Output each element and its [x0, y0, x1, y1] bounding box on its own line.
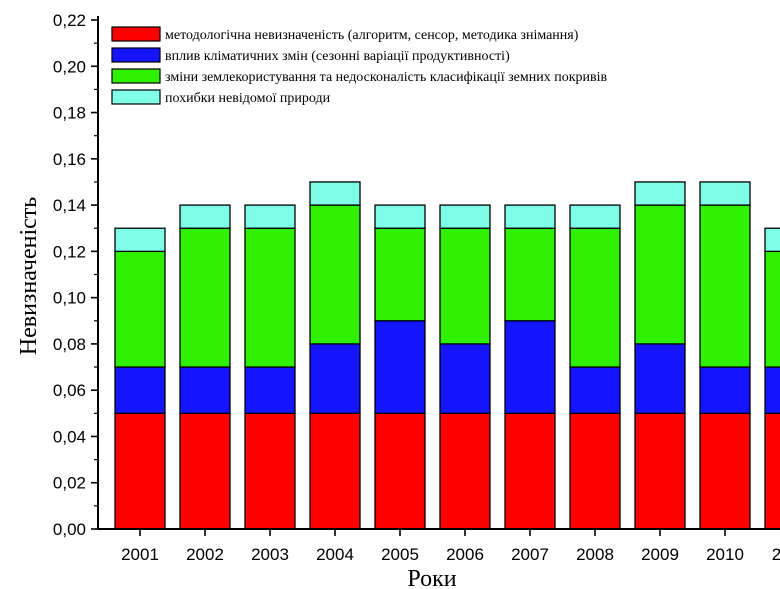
bar-2003-series-2 [244, 366, 296, 414]
bar-2001-series-2 [114, 366, 166, 414]
y-tick-label: 0,18 [53, 104, 86, 123]
bar-2011-series-2 [764, 366, 780, 414]
y-tick-label: 0,14 [53, 196, 86, 215]
bar-2010-series-3 [699, 204, 751, 368]
bar-2008-series-3 [569, 227, 621, 368]
bar-2001-series-1 [114, 412, 166, 530]
bar-2011-series-1 [764, 412, 780, 530]
y-tick-label: 0,16 [53, 150, 86, 169]
bar-2009-series-3 [634, 204, 686, 345]
x-axis-title: Роки [407, 566, 456, 589]
bar-2006-series-2 [439, 343, 491, 414]
x-tick-label: 2003 [251, 545, 289, 564]
bars-group [114, 181, 780, 530]
bar-2005-series-3 [374, 227, 426, 322]
x-tick-label: 2005 [381, 545, 419, 564]
bar-2006-series-1 [439, 412, 491, 530]
bar-2010-series-4 [699, 181, 751, 206]
legend-label-2: вплив кліматичних змін (сезонні варіації… [165, 49, 510, 64]
bar-2008-series-1 [569, 412, 621, 530]
x-tick-label: 2008 [576, 545, 614, 564]
y-tick-label: 0,22 [53, 11, 86, 30]
legend-swatch-2 [111, 47, 161, 63]
bar-2009-series-1 [634, 412, 686, 530]
legend-swatch-4 [111, 89, 161, 105]
x-tick-label: 2001 [121, 545, 159, 564]
x-tick-label: 2007 [511, 545, 549, 564]
legend: методологічна невизначеність (алгоритм, … [111, 26, 608, 106]
y-tick-label: 0,20 [53, 57, 86, 76]
legend-label-1: методологічна невизначеність (алгоритм, … [165, 28, 579, 43]
bar-2007-series-1 [504, 412, 556, 530]
y-tick-label: 0,02 [53, 474, 86, 493]
bar-2008-series-4 [569, 204, 621, 229]
bar-2002-series-4 [179, 204, 231, 229]
bar-2001-series-4 [114, 227, 166, 253]
y-axis-title: Невизначеність [16, 197, 42, 356]
bar-2003-series-4 [244, 204, 296, 229]
y-tick-label: 0,04 [53, 427, 86, 446]
bar-2009-series-4 [634, 181, 686, 206]
bar-2004-series-4 [309, 181, 361, 206]
legend-label-3: зміни землекористування та недосконаліcт… [165, 70, 608, 85]
y-tick-label: 0,00 [53, 520, 86, 539]
bar-2006-series-3 [439, 227, 491, 345]
bar-2003-series-1 [244, 412, 296, 530]
bar-2006-series-4 [439, 204, 491, 229]
bar-2003-series-3 [244, 227, 296, 368]
bar-2005-series-2 [374, 320, 426, 414]
x-tick-label: 2006 [446, 545, 484, 564]
bar-2007-series-2 [504, 320, 556, 414]
y-tick-label: 0,06 [53, 381, 86, 400]
x-tick-label: 2009 [641, 545, 679, 564]
ticks-group: 0,00 0,02 0,04 0,06 0,08 0,10 0,12 0,14 0,16 0,18… [53, 11, 780, 564]
bar-2010-series-2 [699, 366, 751, 414]
bar-2008-series-2 [569, 366, 621, 414]
bar-2004-series-3 [309, 204, 361, 345]
legend-label-4: похибки невідомої природи [165, 91, 331, 106]
bar-2005-series-4 [374, 204, 426, 229]
axes-group [97, 16, 780, 530]
bar-2010-series-1 [699, 412, 751, 530]
y-tick-label: 0,10 [53, 289, 86, 308]
bar-2002-series-2 [179, 366, 231, 414]
legend-swatch-3 [111, 68, 161, 84]
x-tick-label: 2002 [186, 545, 224, 564]
bar-2011-series-3 [764, 250, 780, 368]
bar-2001-series-3 [114, 250, 166, 368]
bar-2007-series-4 [504, 204, 556, 229]
x-tick-label: 2011 [772, 545, 780, 564]
bar-2009-series-2 [634, 343, 686, 414]
legend-swatch-1 [111, 26, 161, 42]
bar-2005-series-1 [374, 412, 426, 530]
bar-2004-series-2 [309, 343, 361, 414]
x-tick-label: 2010 [706, 545, 744, 564]
bar-2002-series-1 [179, 412, 231, 530]
x-tick-label: 2004 [316, 545, 354, 564]
y-tick-label: 0,12 [53, 242, 86, 261]
bar-2004-series-1 [309, 412, 361, 530]
bar-2011-series-4 [764, 227, 780, 253]
bar-2002-series-3 [179, 227, 231, 368]
y-tick-label: 0,08 [53, 335, 86, 354]
bar-2007-series-3 [504, 227, 556, 322]
